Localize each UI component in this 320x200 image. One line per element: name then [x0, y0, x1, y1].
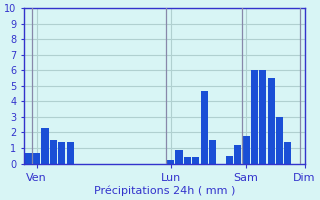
Bar: [175, 150, 182, 164]
Bar: [201, 91, 208, 164]
Bar: [41, 128, 49, 164]
Bar: [268, 78, 275, 164]
X-axis label: Précipitations 24h ( mm ): Précipitations 24h ( mm ): [94, 185, 235, 196]
Bar: [276, 117, 283, 164]
Bar: [25, 153, 32, 164]
Bar: [50, 140, 57, 164]
Bar: [58, 142, 65, 164]
Bar: [226, 156, 233, 164]
Bar: [243, 136, 250, 164]
Bar: [67, 142, 74, 164]
Bar: [251, 70, 258, 164]
Bar: [184, 157, 191, 164]
Bar: [167, 160, 174, 164]
Bar: [192, 157, 199, 164]
Bar: [234, 145, 241, 164]
Bar: [284, 142, 292, 164]
Bar: [33, 153, 40, 164]
Bar: [209, 140, 216, 164]
Bar: [259, 70, 266, 164]
